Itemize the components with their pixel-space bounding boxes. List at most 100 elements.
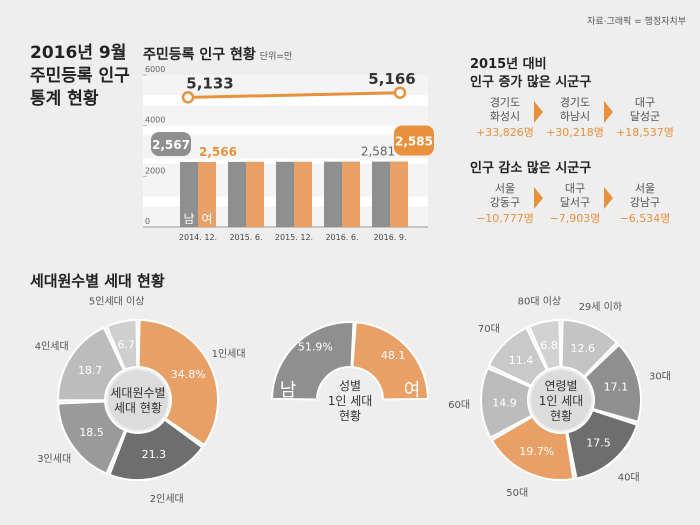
chevron-right-icon: [534, 187, 543, 209]
gender-center-label: 현황: [339, 409, 361, 423]
increase-city-line: 경기도: [489, 96, 521, 109]
y-tick-label: 4000: [145, 116, 165, 125]
household-size-slice: [137, 318, 219, 447]
main-title-line-1: 2016년 9월: [30, 43, 127, 63]
x-tick-label: 2015. 6.: [229, 233, 262, 242]
age-slice: [560, 318, 619, 378]
age-category-label: 30대: [649, 371, 671, 383]
decrease-city-line: 서울: [494, 182, 516, 195]
age-category-label: 70대: [478, 323, 500, 335]
household-size-category-label: 5인세대 이상: [89, 295, 145, 307]
household-size-value-label: 18.7: [78, 364, 103, 377]
decrease-delta: −6,534명: [619, 212, 671, 225]
age-slice: [480, 366, 534, 439]
age-slice: [583, 343, 642, 423]
decrease-city-line: 강남구: [629, 196, 661, 209]
label-last-male: 2,581: [361, 145, 395, 159]
bar-chart-unit: 단위=만: [259, 52, 293, 62]
bar-female: [342, 161, 360, 227]
household-size-category-label: 1인세대: [212, 348, 246, 360]
increase-delta: +30,218명: [546, 126, 604, 139]
bar-female: [390, 161, 408, 227]
total-line: [187, 91, 401, 99]
total-label-first: 5,133: [186, 74, 233, 92]
household-size-center-label: 세대원수별: [110, 386, 165, 400]
y-tick-label: 0: [145, 217, 150, 226]
increase-city-line: 대구: [634, 96, 656, 109]
label-last-female: 2,585: [394, 125, 434, 156]
age-slice: [527, 318, 562, 372]
household-size-category-label: 3인세대: [37, 453, 71, 465]
svg-text:2,567: 2,567: [152, 138, 190, 152]
age-center-label: 1인 세대: [539, 394, 584, 408]
increase-delta: +33,826명: [476, 126, 534, 139]
age-center-label: 연령별: [544, 379, 577, 393]
main-title-line-3: 통계 현황: [30, 89, 99, 109]
increase-title-line-1: 2015년 대비: [470, 57, 547, 72]
total-point-last: [393, 86, 407, 100]
age-slice: [487, 326, 549, 388]
increase-delta: +18,537명: [616, 126, 674, 139]
household-size-value-label: 21.3: [142, 448, 167, 461]
bar-female: [198, 161, 216, 227]
label-first-male: 2,567: [151, 131, 191, 156]
decrease-delta: −7,903명: [549, 212, 601, 225]
household-size-value-label: 6.7: [117, 339, 135, 352]
gender-center-label: 1인 세대: [328, 394, 373, 408]
age-category-label: 60대: [448, 399, 470, 411]
household-size-slice: [57, 400, 127, 475]
chevron-right-icon: [604, 101, 613, 123]
bar-male: [324, 161, 342, 227]
household-size-value-label: 34.8%: [171, 368, 206, 381]
bar-female: [294, 161, 312, 227]
increase-item: 경기도 화성시 +33,826명: [470, 96, 540, 140]
age-value-label: 11.4: [509, 354, 534, 367]
increase-item: 대구 달성군 +18,537명: [610, 96, 680, 140]
household-size-slice: [105, 318, 139, 371]
increase-title: 2015년 대비 인구 증가 많은 시군구: [470, 56, 591, 92]
age-value-label: 17.1: [604, 380, 629, 393]
age-center: [531, 370, 591, 430]
bar-male: [372, 161, 390, 227]
female-bar-label: 여: [201, 212, 212, 226]
age-value-label: 19.7%: [519, 445, 554, 458]
chevron-right-icon: [534, 101, 543, 123]
age-slice: [490, 415, 575, 481]
bar-band: [143, 95, 428, 106]
gender-value-label: 48.1: [381, 349, 406, 362]
y-tick-label: 6000: [145, 65, 165, 74]
y-tick-label: 2000: [145, 166, 165, 175]
household-size-category-label: 4인세대: [35, 341, 69, 353]
age-category-label: 40대: [618, 471, 640, 483]
bar-male: [228, 161, 246, 227]
increase-title-line-2: 인구 증가 많은 시군구: [470, 75, 592, 90]
increase-city-line: 화성시: [489, 110, 521, 123]
main-title-line-2: 주민등록 인구: [30, 66, 130, 86]
x-tick-label: 2016. 9.: [373, 233, 406, 242]
decrease-city-line: 달서구: [559, 196, 591, 209]
bar-male: [180, 161, 198, 227]
age-slice: [566, 408, 639, 480]
gender-female-letter: 여: [404, 380, 421, 401]
household-size-slice: [57, 326, 126, 402]
household-size-center-label: 세대 현황: [114, 401, 162, 415]
increase-city-line: 달성군: [629, 110, 661, 123]
increase-city-line: 하남시: [559, 110, 591, 123]
household-section-title: 세대원수별 세대 현황: [30, 272, 165, 290]
age-category-label: 80대 이상: [518, 295, 562, 307]
male-bar-label: 남: [183, 212, 194, 226]
main-title: 2016년 9월 주민등록 인구 통계 현황: [30, 42, 130, 111]
total-label-last: 5,166: [368, 70, 415, 88]
source-credit: 자료·그래픽 = 행정자치부: [587, 17, 686, 27]
age-value-label: 6.8: [540, 339, 558, 352]
household-size-value-label: 18.5: [79, 426, 104, 439]
label-first-female: 2,566: [199, 145, 237, 159]
chevron-right-icon: [604, 187, 613, 209]
gender-center-label: 성별: [339, 379, 361, 393]
household-size-center: [108, 370, 168, 430]
x-tick-label: 2016. 6.: [325, 233, 358, 242]
bar-female: [246, 161, 264, 227]
gender-male-letter: 남: [280, 380, 297, 401]
bar-male: [276, 161, 294, 227]
